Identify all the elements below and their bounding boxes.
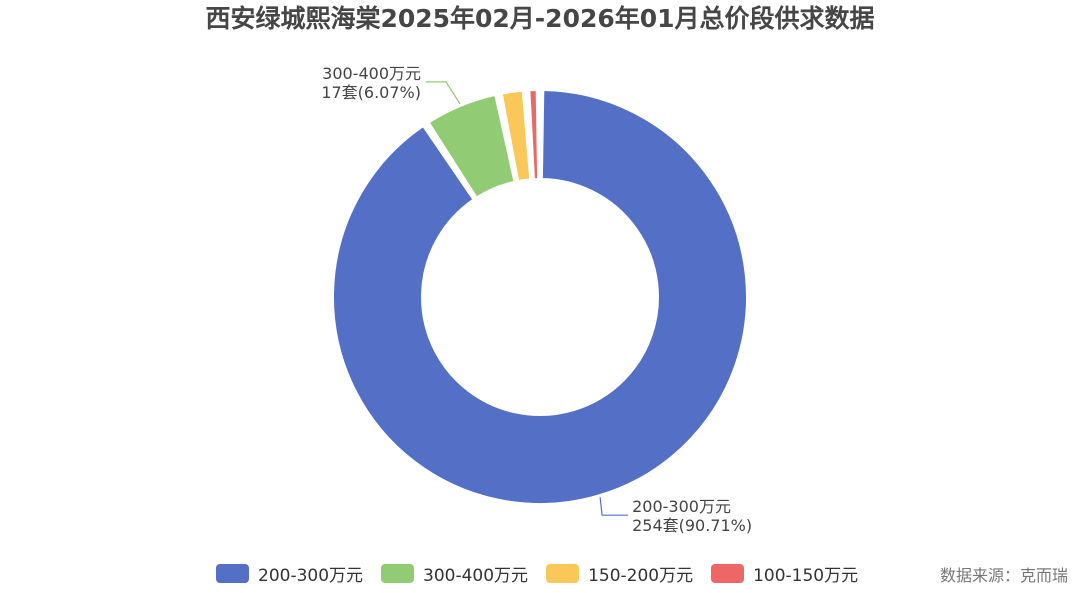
legend-swatch	[216, 563, 249, 583]
chart-title: 西安绿城熙海棠2025年02月-2026年01月总价段供求数据	[205, 4, 875, 33]
slice-label-name-2: 300-400万元	[322, 64, 421, 83]
legend-item-3[interactable]: 150-200万元	[546, 561, 693, 586]
legend-label: 150-200万元	[588, 565, 694, 586]
chart-legend: 200-300万元 300-400万元 150-200万元 100-150万元	[216, 561, 876, 586]
legend-item-2[interactable]: 300-400万元	[381, 561, 528, 586]
slice-label-value-1: 254套(90.71%)	[632, 516, 752, 535]
label-leader-2	[426, 81, 461, 105]
donut-slice-2[interactable]	[427, 93, 516, 199]
legend-item-1[interactable]: 200-300万元	[216, 561, 363, 586]
legend-swatch	[711, 563, 745, 583]
legend-label: 100-150万元	[753, 565, 859, 586]
donut-slice-4[interactable]	[528, 89, 540, 181]
donut-slice-1[interactable]	[332, 89, 748, 506]
legend-swatch	[381, 563, 415, 583]
data-source-note: 数据来源：克而瑞	[939, 566, 1068, 585]
donut-slice-3[interactable]	[500, 89, 532, 183]
legend-label: 300-400万元	[423, 565, 529, 586]
slice-label-value-2: 17套(6.07%)	[321, 83, 421, 102]
label-leader-1	[599, 497, 629, 516]
legend-item-4[interactable]: 100-150万元	[711, 561, 858, 586]
slice-label-name-1: 200-300万元	[632, 497, 731, 516]
legend-label: 200-300万元	[258, 565, 364, 586]
legend-swatch	[546, 563, 580, 583]
